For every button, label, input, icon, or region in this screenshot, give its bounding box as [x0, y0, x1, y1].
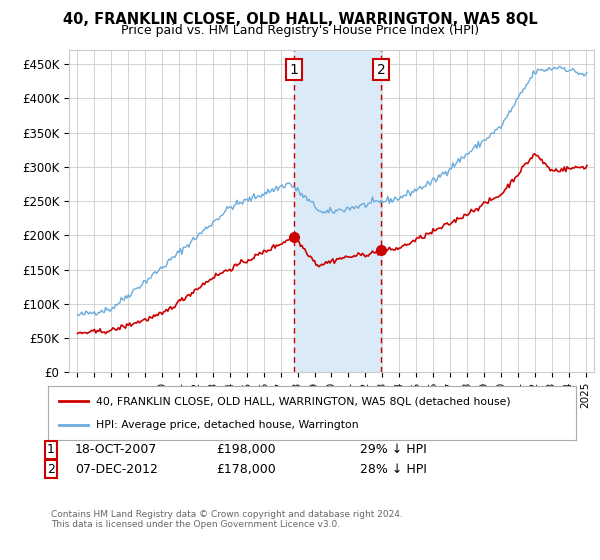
Bar: [294, 50, 381, 372]
Text: Contains HM Land Registry data © Crown copyright and database right 2024.
This d: Contains HM Land Registry data © Crown c…: [51, 510, 403, 529]
Text: 1: 1: [47, 443, 55, 456]
Text: HPI: Average price, detached house, Warrington: HPI: Average price, detached house, Warr…: [95, 419, 358, 430]
Text: 2: 2: [47, 463, 55, 476]
Text: 40, FRANKLIN CLOSE, OLD HALL, WARRINGTON, WA5 8QL (detached house): 40, FRANKLIN CLOSE, OLD HALL, WARRINGTON…: [95, 396, 510, 407]
Text: £178,000: £178,000: [216, 463, 276, 476]
Text: 18-OCT-2007: 18-OCT-2007: [75, 443, 157, 456]
Text: 2: 2: [377, 63, 385, 77]
Text: 29% ↓ HPI: 29% ↓ HPI: [360, 443, 427, 456]
Text: Price paid vs. HM Land Registry's House Price Index (HPI): Price paid vs. HM Land Registry's House …: [121, 24, 479, 37]
Text: 40, FRANKLIN CLOSE, OLD HALL, WARRINGTON, WA5 8QL: 40, FRANKLIN CLOSE, OLD HALL, WARRINGTON…: [62, 12, 538, 27]
Text: £198,000: £198,000: [216, 443, 275, 456]
Text: 1: 1: [290, 63, 299, 77]
Text: 07-DEC-2012: 07-DEC-2012: [75, 463, 158, 476]
Text: 28% ↓ HPI: 28% ↓ HPI: [360, 463, 427, 476]
